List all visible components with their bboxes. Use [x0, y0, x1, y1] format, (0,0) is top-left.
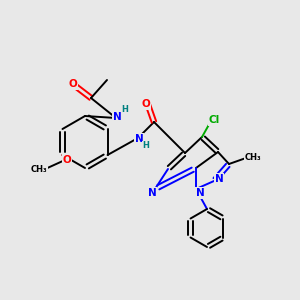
Text: N: N	[135, 134, 143, 144]
Text: H: H	[122, 104, 128, 113]
Text: N: N	[214, 174, 224, 184]
Text: O: O	[142, 99, 150, 109]
Text: N: N	[148, 188, 156, 198]
Text: O: O	[63, 155, 71, 165]
Text: O: O	[69, 79, 77, 89]
Text: CH₃: CH₃	[31, 166, 47, 175]
Text: N: N	[196, 188, 204, 198]
Text: H: H	[142, 142, 149, 151]
Text: N: N	[112, 112, 122, 122]
Text: CH₃: CH₃	[245, 152, 261, 161]
Text: Cl: Cl	[208, 115, 220, 125]
